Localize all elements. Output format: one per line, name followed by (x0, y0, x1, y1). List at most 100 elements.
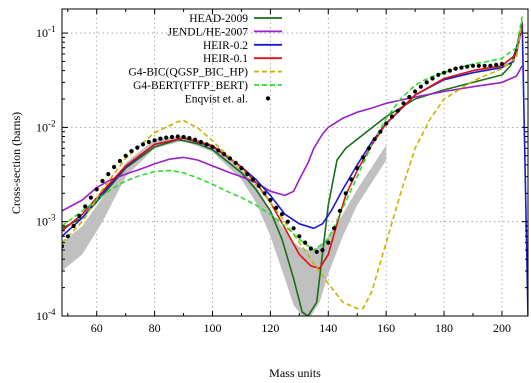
y-tick-label: 10-4 (36, 307, 56, 323)
enqvist-et-al-point (453, 66, 458, 71)
enqvist-et-al-point (140, 142, 146, 147)
enqvist-et-al-point (210, 144, 215, 150)
enqvist-et-al-point (112, 164, 117, 170)
enqvist-et-al-point (129, 149, 134, 154)
enqvist-et-al-point (233, 160, 238, 165)
x-tick-label: 100 (204, 321, 222, 335)
enqvist-et-al-point (314, 249, 319, 254)
enqvist-et-al-point (465, 64, 470, 69)
enqvist-et-al-point (187, 136, 192, 141)
enqvist-et-al-point (245, 172, 250, 177)
x-tick-label: 160 (377, 321, 395, 335)
x-tick-label: 200 (493, 321, 511, 335)
enqvist-et-al-point (181, 134, 186, 140)
head-2009-line (62, 25, 523, 316)
legend-label-enqvist-et-al: Enqvist et. al. (185, 93, 248, 105)
enqvist-et-al-point (169, 134, 175, 140)
enqvist-et-al-point (482, 63, 487, 68)
axes (61, 8, 529, 317)
enqvist-et-al-point (227, 156, 232, 161)
g4-bic-qgsp-bic-hp-line (62, 19, 523, 310)
enqvist-et-al-point (256, 183, 261, 188)
g4-bert-ftfp-bert-line (62, 16, 523, 251)
enqvist-et-al-point (349, 177, 354, 182)
enqvist-et-al-point (83, 204, 88, 209)
enqvist-et-al-point (193, 137, 198, 142)
x-tick-label: 60 (91, 321, 103, 335)
enqvist-et-al-point (424, 80, 429, 85)
enqvist-et-al-point (320, 248, 325, 253)
enqvist-et-al-point (94, 187, 99, 192)
enqvist-et-al-point (135, 145, 140, 150)
enqvist-et-al-point (343, 191, 348, 196)
enqvist-et-al-point (447, 68, 452, 73)
plot-frame (61, 8, 529, 317)
heir-0-1-line (62, 25, 523, 270)
enqvist-et-al-point (430, 76, 435, 81)
enqvist-et-al-point (268, 197, 273, 203)
enqvist-et-al-point (418, 84, 423, 89)
tick-labels: 60 80 100 120 140 160 180 200 10-4 10-3 10-2 10-1 (36, 24, 511, 335)
enqvist-et-al-point (222, 152, 227, 157)
enqvist-et-al-point (250, 177, 256, 182)
enqvist-et-al-point (332, 226, 337, 231)
enqvist-et-al-point (71, 223, 76, 229)
enqvist-et-al-point (88, 195, 93, 200)
enqvist-et-al-point (407, 94, 412, 100)
enqvist-et-al-point (401, 101, 406, 106)
enqvist-et-al-point (476, 63, 481, 68)
enqvist-et-al-point (389, 114, 395, 119)
enqvist-et-al-point (436, 72, 441, 77)
enqvist-et-al-point (152, 138, 157, 143)
enqvist-et-al-point (459, 65, 464, 70)
legend-label-g4-bic-qgsp-bic-hp: G4-BIC(QGSP_BIC_HP) (129, 67, 249, 79)
y-tick-label: 10-2 (36, 118, 56, 134)
enqvist-et-al-point (372, 137, 377, 142)
enqvist-et-al-point (499, 61, 505, 67)
enqvist-et-al-point (366, 146, 371, 151)
enqvist-et-al-point (384, 121, 389, 126)
y-axis-label: Cross-section (barns) (9, 112, 23, 214)
enqvist-et-al-point (164, 135, 169, 140)
enqvist-et-al-point (274, 205, 279, 210)
enqvist-et-al-point (216, 148, 221, 153)
legend-label-jendl-he-2007: JENDL/HE-2007 (168, 26, 249, 38)
y-tick-label: 10-3 (36, 213, 56, 229)
x-axis-label: Mass units (269, 366, 321, 380)
enqvist-et-al-point (308, 246, 313, 251)
legend-swatch-enqvist-et-al (265, 96, 271, 101)
enqvist-et-al-point (204, 142, 209, 147)
enqvist-et-al-point (146, 139, 151, 145)
enqvist-et-al-point (77, 213, 82, 219)
enqvist-et-al-point (65, 234, 70, 239)
enqvist-et-al-point (279, 212, 285, 217)
enqvist-et-al-point (62, 244, 65, 249)
x-tick-label: 120 (261, 321, 279, 335)
legend-label-head-2009: HEAD-2009 (189, 13, 248, 25)
enqvist-et-al-point (117, 158, 122, 164)
x-tick-label: 180 (435, 321, 453, 335)
enqvist-et-al-point (262, 191, 267, 196)
series-layer (62, 16, 528, 316)
enqvist-et-al-point (413, 89, 418, 94)
enqvist-et-al-point (442, 70, 447, 75)
enqvist-et-al-point (378, 129, 383, 134)
enqvist-et-al-point (285, 219, 290, 224)
enqvist-et-al-point (106, 172, 111, 177)
enqvist-et-al-point (175, 134, 180, 139)
x-tick-label: 140 (319, 321, 337, 335)
enqvist-et-al-point (337, 208, 342, 213)
enqvist-et-al-point (123, 153, 128, 158)
legend-label-heir-0-1: HEIR-0.1 (203, 53, 248, 65)
enqvist-et-al-point (395, 108, 400, 113)
enqvist-et-al-point (470, 63, 476, 68)
legend-label-g4-bert-ftfp-bert: G4-BERT(FTFP_BERT) (133, 80, 248, 92)
enqvist-et-al-point (297, 234, 302, 239)
uncertainty-band (62, 135, 387, 316)
enqvist-et-al-point (355, 166, 360, 171)
x-tick-label: 80 (149, 321, 161, 335)
legend-label-heir-0-2: HEIR-0.2 (203, 40, 248, 52)
enqvist-et-al-point (303, 240, 308, 245)
enqvist-et-al-point (360, 155, 366, 160)
